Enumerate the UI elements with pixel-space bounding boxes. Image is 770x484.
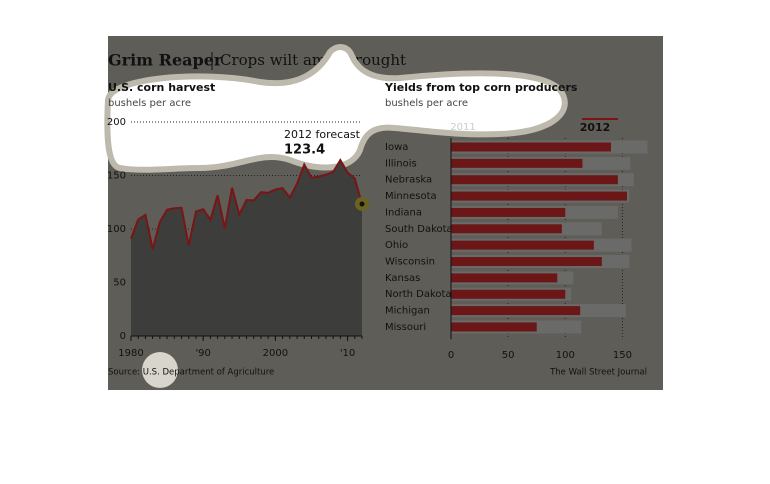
bar	[451, 322, 537, 332]
subtitle: Crops wilt amid drought	[220, 51, 406, 69]
bar	[451, 306, 581, 316]
bar	[451, 273, 558, 283]
bar	[451, 142, 611, 152]
line	[130, 158, 363, 250]
forecast-label: 123.4	[284, 143, 325, 158]
legend-label: 2011	[450, 122, 475, 133]
area	[131, 160, 362, 336]
x-tick-label: 2000	[263, 348, 288, 359]
category-label: Missouri	[385, 322, 426, 333]
y-tick-label: 100	[107, 224, 126, 235]
legend-label: 2012	[580, 121, 611, 134]
x-tick-label: 0	[448, 350, 454, 361]
y-axis-label: bushels per acre	[108, 98, 191, 109]
bar	[451, 207, 566, 217]
bar	[451, 158, 583, 168]
credit: The Wall Street Journal	[549, 368, 647, 378]
highlight-blob	[104, 44, 568, 173]
bar-chart-title: Yields from top corn producers	[384, 81, 578, 94]
category-label: Wisconsin	[385, 257, 435, 268]
category-label: South Dakota	[385, 224, 453, 235]
line-chart-title: U.S. corn harvest	[108, 81, 215, 94]
category-label: Illinois	[385, 158, 417, 169]
category-label: Iowa	[385, 142, 408, 153]
bar	[451, 289, 566, 299]
x-axis-label: bushels per acre	[385, 98, 468, 109]
category-label: North Dakota	[385, 289, 452, 300]
forecast-point	[359, 201, 365, 207]
y-tick-label: 200	[107, 117, 126, 128]
highlight-dot	[142, 352, 178, 388]
y-tick-label: 50	[113, 278, 126, 289]
category-label: Kansas	[385, 273, 420, 284]
x-tick-label: '90	[195, 348, 210, 359]
x-tick-label: 50	[502, 350, 515, 361]
bar	[451, 191, 627, 201]
category-label: Nebraska	[385, 175, 432, 186]
x-tick-label: 150	[613, 350, 632, 361]
category-label: Michigan	[385, 306, 430, 317]
bar	[451, 175, 618, 185]
title: Grim Reaper	[108, 51, 223, 70]
bar	[451, 257, 602, 267]
y-tick-label: 150	[107, 171, 126, 182]
category-label: Minnesota	[385, 191, 437, 202]
bar	[451, 224, 562, 234]
x-tick-label: 100	[556, 350, 575, 361]
annotation: 2012 forecast	[284, 128, 361, 141]
source: Source: U.S. Department of Agriculture	[108, 368, 274, 378]
x-tick-label: 1980	[118, 348, 143, 359]
y-tick-label: 0	[120, 331, 126, 342]
category-label: Ohio	[385, 240, 408, 251]
x-tick-label: '10	[340, 348, 355, 359]
bar	[451, 240, 594, 250]
category-label: Indiana	[385, 207, 422, 218]
